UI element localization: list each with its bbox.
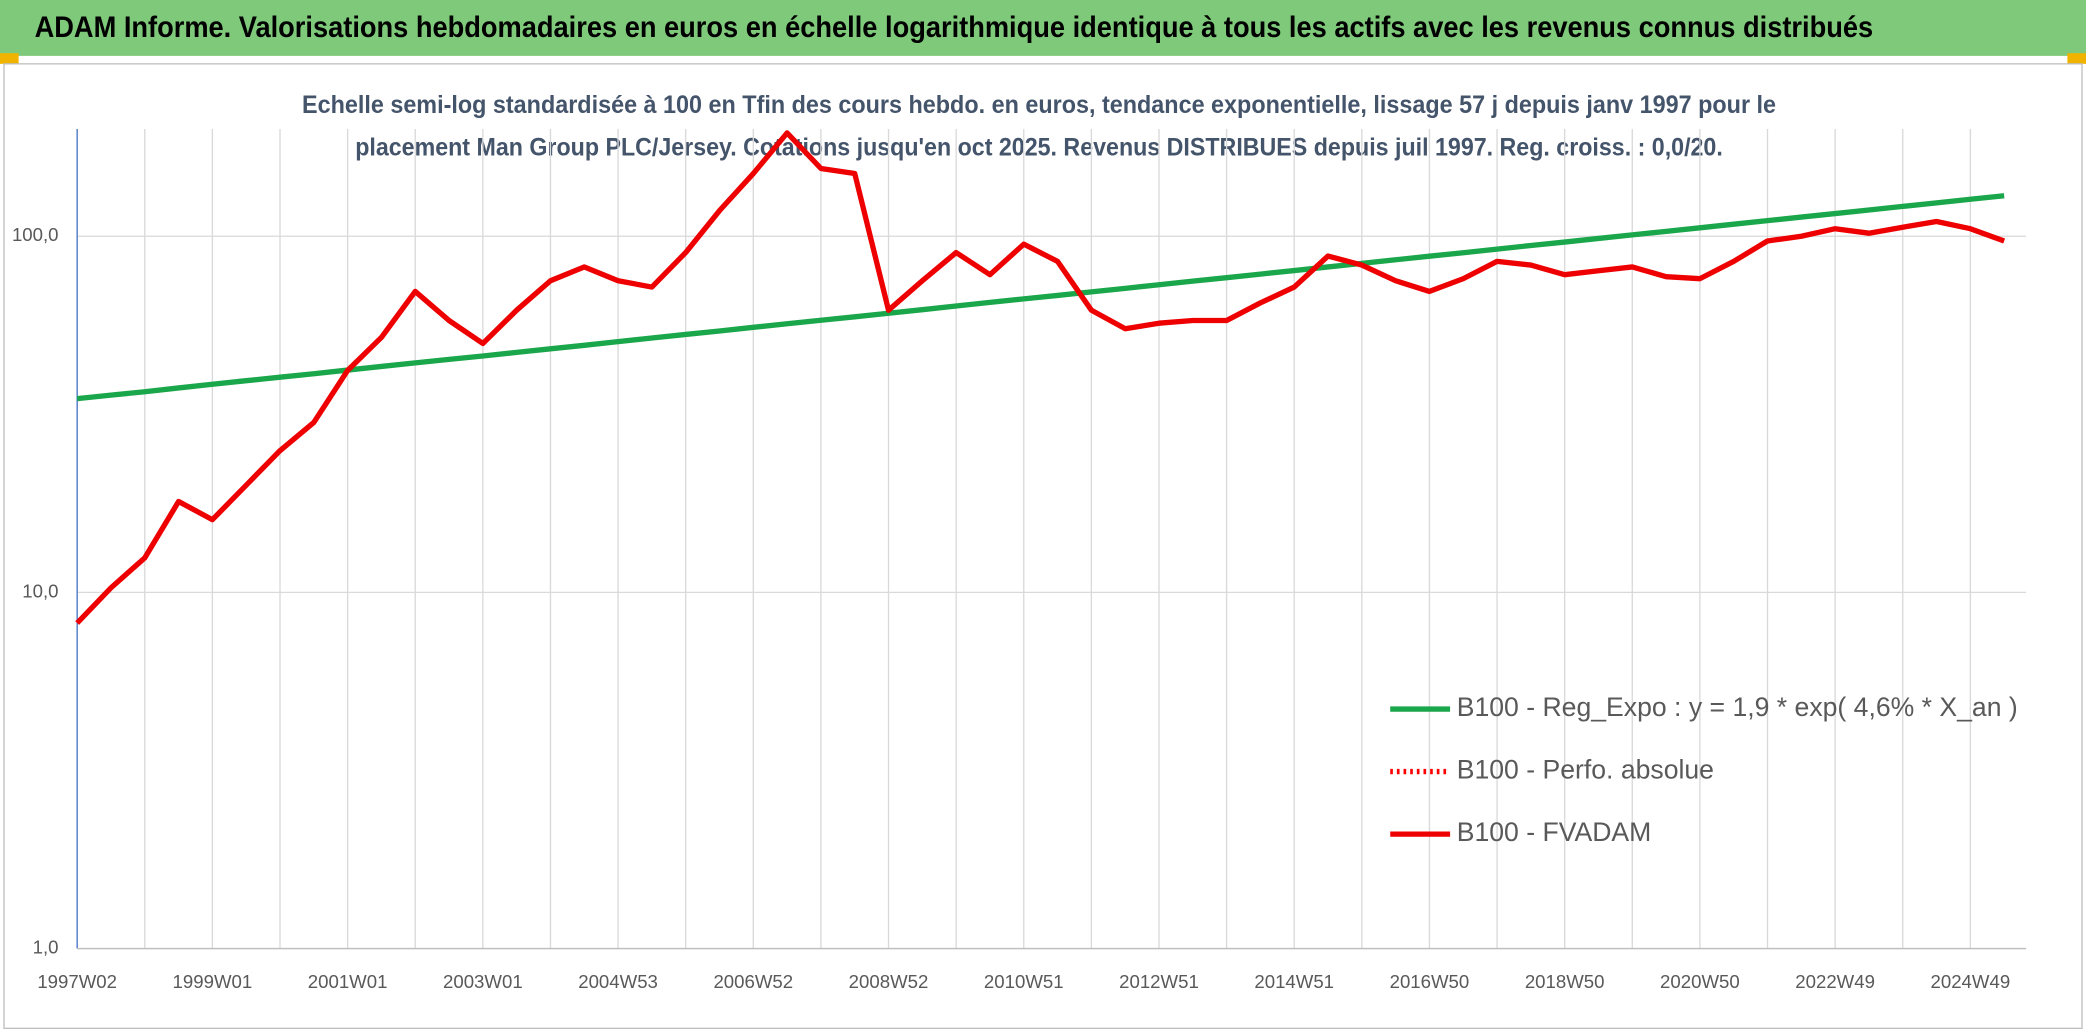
x-tick-label: 2012W51 <box>1119 971 1199 992</box>
x-tick-label: 2024W49 <box>1931 971 2011 992</box>
legend-label: B100 - FVADAM <box>1457 817 1652 847</box>
x-tick-label: 1997W02 <box>37 971 117 992</box>
y-tick-label: 1,0 <box>33 936 59 957</box>
chart-subtitle: placement Man Group PLC/Jersey. Cotation… <box>355 134 1723 162</box>
legend-label: B100 - Perfo. absolue <box>1457 755 1714 785</box>
legend-label: B100 - Reg_Expo : y = 1,9 * exp( 4,6% * … <box>1457 692 2018 722</box>
x-tick-label: 2006W52 <box>713 971 793 992</box>
x-tick-label: 2001W01 <box>308 971 388 992</box>
x-tick-label: 2004W53 <box>578 971 658 992</box>
chart-title: ADAM Informe. Valorisations hebdomadaire… <box>35 12 1874 44</box>
x-tick-label: 2016W50 <box>1390 971 1470 992</box>
x-tick-label: 2018W50 <box>1525 971 1605 992</box>
x-tick-label: 2010W51 <box>984 971 1064 992</box>
x-tick-label: 2003W01 <box>443 971 523 992</box>
y-tick-label: 10,0 <box>22 580 58 601</box>
corner-left <box>0 53 19 64</box>
plot <box>75 130 2006 625</box>
legend: B100 - Reg_Expo : y = 1,9 * exp( 4,6% * … <box>1390 692 2018 847</box>
header-bar <box>0 0 2086 56</box>
y-tick-label: 100,0 <box>12 224 59 245</box>
chart-subtitle: Echelle semi-log standardisée à 100 en T… <box>302 91 1776 119</box>
chart-border <box>3 63 2083 1030</box>
series-line <box>76 193 2005 402</box>
series-line <box>75 130 2006 625</box>
x-tick-label: 2014W51 <box>1254 971 1334 992</box>
x-tick-label: 1999W01 <box>173 971 253 992</box>
x-tick-label: 2008W52 <box>849 971 929 992</box>
grid: 1,0 10,0 100,0 1997W02 1999W01 2001W01 2003W01… <box>12 129 2027 992</box>
x-tick-label: 2020W50 <box>1660 971 1740 992</box>
x-tick-label: 2022W49 <box>1795 971 1875 992</box>
corner-right <box>2067 53 2086 64</box>
